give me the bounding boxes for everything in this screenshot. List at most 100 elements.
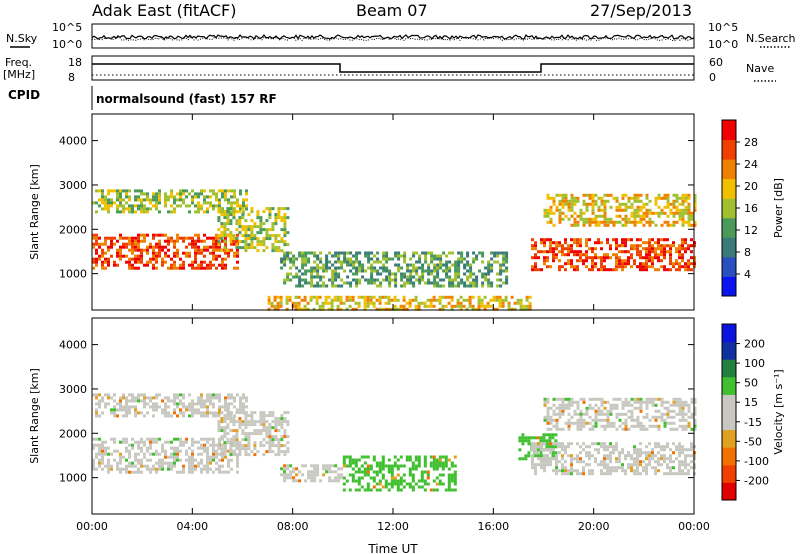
x-tick-label: 16:00 (477, 520, 509, 533)
power-cell (310, 275, 314, 279)
power-cell (233, 189, 236, 193)
velocity-cell (627, 427, 631, 431)
velocity-cell (518, 436, 522, 440)
velocity-cell (561, 457, 564, 461)
velocity-cell (253, 423, 257, 427)
power-cell (606, 193, 610, 197)
velocity-cell (217, 420, 221, 424)
velocity-cell (161, 443, 164, 447)
power-cell (454, 266, 458, 270)
power-cell (672, 202, 676, 206)
power-cell (301, 278, 305, 282)
velocity-cell (116, 402, 119, 406)
velocity-cell (594, 442, 597, 446)
power-cell (310, 251, 314, 255)
velocity-cell (244, 411, 248, 415)
power-cell (678, 250, 681, 254)
power-cell (534, 256, 537, 260)
power-cell (265, 237, 269, 241)
velocity-cell (357, 488, 361, 492)
power-cell (235, 243, 239, 247)
velocity-cell (390, 485, 394, 489)
power-cell (621, 196, 625, 200)
power-cell (241, 216, 245, 220)
power-cell (125, 195, 128, 199)
power-cell (173, 195, 176, 199)
power-cell (309, 295, 313, 299)
power-cell (438, 295, 442, 299)
velocity-cell (639, 448, 642, 452)
velocity-cell (101, 458, 104, 462)
power-cell (230, 204, 233, 208)
velocity-cell (221, 443, 224, 447)
velocity-cell (585, 454, 588, 458)
power-cell (233, 254, 236, 258)
velocity-cell (322, 467, 326, 471)
velocity-cell (170, 446, 173, 450)
power-cell (226, 219, 230, 223)
power-cell (342, 301, 346, 305)
velocity-cell (390, 467, 394, 471)
power-cell (155, 254, 158, 258)
velocity-cell (594, 418, 598, 422)
power-cell (244, 219, 248, 223)
power-cell (663, 244, 666, 248)
power-cell (209, 201, 212, 205)
power-cell (238, 216, 242, 220)
velocity-cell (176, 396, 179, 400)
velocity-cell (567, 454, 570, 458)
velocity-cell (191, 411, 194, 415)
power-cell (149, 201, 152, 205)
velocity-cell (191, 458, 194, 462)
power-cell (185, 189, 188, 193)
power-cell (366, 301, 370, 305)
velocity-cell (612, 448, 615, 452)
velocity-cell (420, 470, 424, 474)
power-cell (188, 242, 191, 246)
power-cell (648, 244, 651, 248)
power-cell (669, 247, 672, 251)
power-cell (465, 298, 469, 302)
velocity-cell (262, 453, 266, 457)
power-cell (678, 196, 682, 200)
power-cell (185, 245, 188, 249)
nsky-panel (91, 23, 695, 49)
velocity-cell (119, 455, 122, 459)
power-cell (657, 211, 661, 215)
velocity-cell (271, 420, 275, 424)
power-cell (433, 278, 437, 282)
power-cell (325, 260, 329, 264)
velocity-cell (567, 412, 571, 416)
power-cell (232, 207, 236, 211)
velocity-cell (543, 418, 547, 422)
velocity-cell (576, 406, 580, 410)
power-cell (558, 217, 562, 221)
velocity-cell (555, 463, 558, 467)
velocity-cell (426, 473, 430, 477)
power-cell (651, 247, 654, 251)
velocity-cell (645, 412, 649, 416)
power-cell (585, 250, 588, 254)
power-cell (615, 259, 618, 263)
velocity-cell (666, 472, 669, 476)
velocity-cell (277, 417, 281, 421)
power-cell (678, 214, 682, 218)
power-cell (543, 244, 546, 248)
power-cell (164, 198, 167, 202)
velocity-cell (660, 463, 663, 467)
velocity-cell (173, 396, 176, 400)
power-cell (92, 233, 95, 237)
power-cell (627, 250, 630, 254)
power-cell (245, 189, 248, 193)
power-cell (388, 272, 392, 276)
velocity-cell (681, 418, 685, 422)
velocity-cell (609, 466, 612, 470)
velocity-cell (684, 427, 688, 431)
velocity-cell (182, 402, 185, 406)
velocity-cell (221, 405, 224, 409)
velocity-y-tick-label: 4000 (59, 339, 87, 352)
power-cell (352, 278, 356, 282)
power-cell (197, 195, 200, 199)
velocity-cell (185, 437, 188, 441)
power-cell (200, 260, 203, 264)
